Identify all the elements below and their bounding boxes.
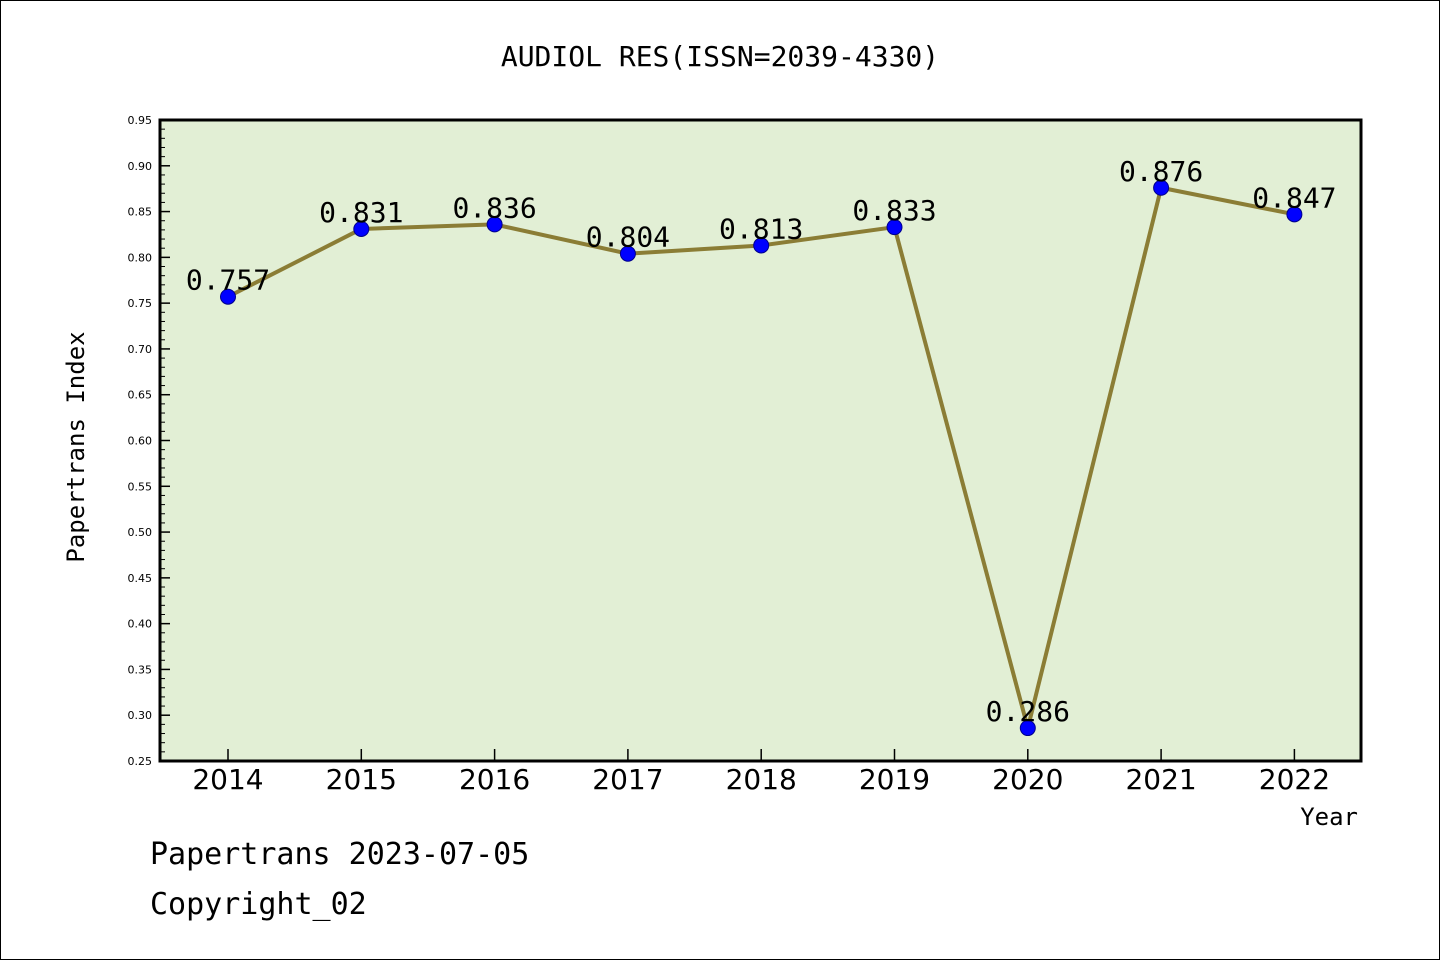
data-label: 0.804 (586, 221, 670, 254)
data-point (1019, 720, 1036, 737)
x-axis: 2014 2015 2016 2017 2018 2019 2020 2021 2022 (192, 749, 1330, 796)
data-label: 0.836 (452, 191, 536, 224)
data-label: 0.813 (719, 212, 803, 245)
data-point (1153, 179, 1170, 196)
y-tick-label: 0.85 (128, 206, 153, 219)
y-tick-label: 0.75 (128, 297, 153, 310)
data-label: 0.831 (319, 196, 403, 229)
data-point (486, 216, 503, 233)
x-tick-label: 2014 (192, 763, 263, 796)
data-label: 0.833 (852, 194, 936, 227)
x-tick-label: 2017 (592, 763, 663, 796)
y-tick-label: 0.70 (128, 343, 153, 356)
data-point (220, 288, 236, 305)
x-tick-label: 2016 (459, 763, 530, 796)
y-tick-label: 0.65 (128, 389, 153, 402)
x-tick-label: 2019 (859, 763, 930, 796)
x-tick-label: 2018 (726, 763, 797, 796)
data-point (619, 245, 636, 262)
footer-date: Papertrans 2023-07-05 (150, 837, 529, 872)
x-axis-label: Year (1300, 803, 1358, 831)
y-tick-label: 0.50 (128, 526, 153, 539)
y-tick-label: 0.90 (128, 160, 153, 173)
y-tick-label: 0.35 (128, 663, 153, 676)
x-tick-label: 2015 (326, 763, 397, 796)
y-tick-label: 0.80 (128, 251, 153, 264)
data-label: 0.876 (1119, 155, 1203, 188)
footer-copyright: Copyright_02 (150, 887, 367, 922)
y-tick-label: 0.25 (128, 755, 153, 768)
y-tick-label: 0.40 (128, 618, 153, 631)
x-tick-label: 2020 (992, 763, 1063, 796)
y-tick-label: 0.55 (128, 480, 153, 493)
data-point (753, 237, 770, 254)
y-axis: 0.25 0.30 0.35 0.40 0.45 0.50 0.55 0.60 0.65 0.70… (128, 114, 170, 768)
data-label: 0.757 (186, 264, 270, 297)
x-tick-label: 2021 (1125, 763, 1196, 796)
data-point (886, 219, 903, 236)
y-tick-label: 0.30 (128, 709, 153, 722)
chart-title: AUDIOL RES(ISSN=2039-4330) (501, 40, 939, 73)
y-tick-label: 0.45 (128, 572, 153, 585)
series: 0.757 0.831 0.836 0.804 0.813 0.833 0.286 0.876… (186, 155, 1337, 737)
data-point (1286, 206, 1303, 223)
y-tick-label: 0.95 (128, 114, 153, 127)
y-axis-label: Papertrans Index (62, 331, 90, 562)
data-label: 0.847 (1252, 181, 1336, 214)
y-tick-label: 0.60 (128, 435, 153, 448)
data-point (353, 220, 370, 237)
x-tick-label: 2022 (1259, 763, 1330, 796)
data-label: 0.286 (986, 695, 1070, 728)
